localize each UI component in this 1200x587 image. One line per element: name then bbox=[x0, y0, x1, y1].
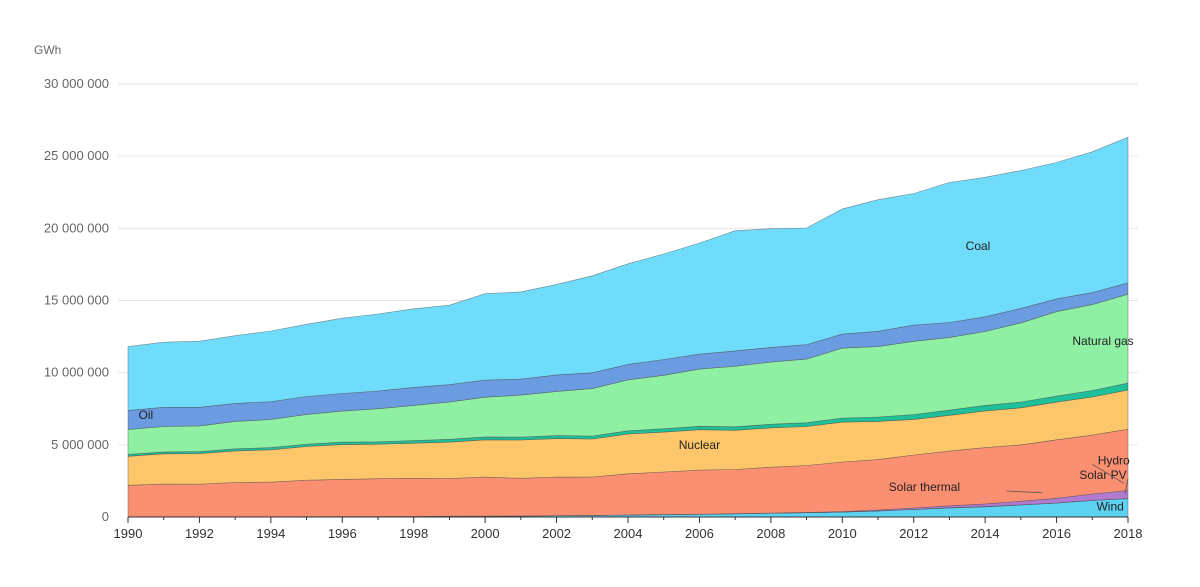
solar-thermal-leader-line bbox=[1006, 490, 1043, 494]
axes: 0 5 000 000 10 000 000 15 000 000 20 000 000… bbox=[44, 76, 1143, 541]
area-label-solar-thermal: Solar thermal bbox=[889, 480, 960, 494]
x-tick-label: 2008 bbox=[756, 526, 785, 541]
x-tick-label: 1994 bbox=[256, 526, 285, 541]
x-tick-label: 1992 bbox=[185, 526, 214, 541]
x-tick-label: 1990 bbox=[114, 526, 143, 541]
y-tick-label: 20 000 000 bbox=[44, 220, 109, 235]
area-label-solar-pv: Solar PV bbox=[1079, 468, 1126, 482]
area-label-nuclear: Nuclear bbox=[679, 438, 720, 452]
x-tick-label: 2012 bbox=[899, 526, 928, 541]
y-tick-label: 15 000 000 bbox=[44, 293, 109, 308]
x-tick-label: 2014 bbox=[971, 526, 1000, 541]
x-tick-label: 1998 bbox=[399, 526, 428, 541]
y-tick-label: 25 000 000 bbox=[44, 148, 109, 163]
solar-pv-leader-line bbox=[1124, 478, 1129, 494]
y-axis-unit-label: GWh bbox=[34, 43, 61, 57]
area-label-oil: Oil bbox=[139, 408, 154, 422]
y-tick-label: 30 000 000 bbox=[44, 76, 109, 91]
x-tick-label: 1996 bbox=[328, 526, 357, 541]
y-tick-label: 0 bbox=[102, 509, 109, 524]
y-tick-label: 5 000 000 bbox=[51, 437, 109, 452]
area-label-natural-gas: Natural gas bbox=[1072, 334, 1133, 348]
area-label-hydro: Hydro bbox=[1098, 453, 1130, 467]
x-tick-label: 2016 bbox=[1042, 526, 1071, 541]
x-tick-label: 2010 bbox=[828, 526, 857, 541]
x-tick-label: 2000 bbox=[471, 526, 500, 541]
area-label-wind: Wind bbox=[1096, 500, 1123, 514]
area-coal bbox=[127, 136, 1129, 411]
x-tick-label: 2006 bbox=[685, 526, 714, 541]
x-tick-label: 2018 bbox=[1114, 526, 1143, 541]
hydro-leader-line bbox=[1092, 463, 1125, 484]
area-series bbox=[127, 136, 1129, 518]
y-tick-label: 10 000 000 bbox=[44, 365, 109, 380]
x-tick-label: 2004 bbox=[614, 526, 643, 541]
area-label-coal: Coal bbox=[966, 239, 991, 253]
x-tick-label: 2002 bbox=[542, 526, 571, 541]
